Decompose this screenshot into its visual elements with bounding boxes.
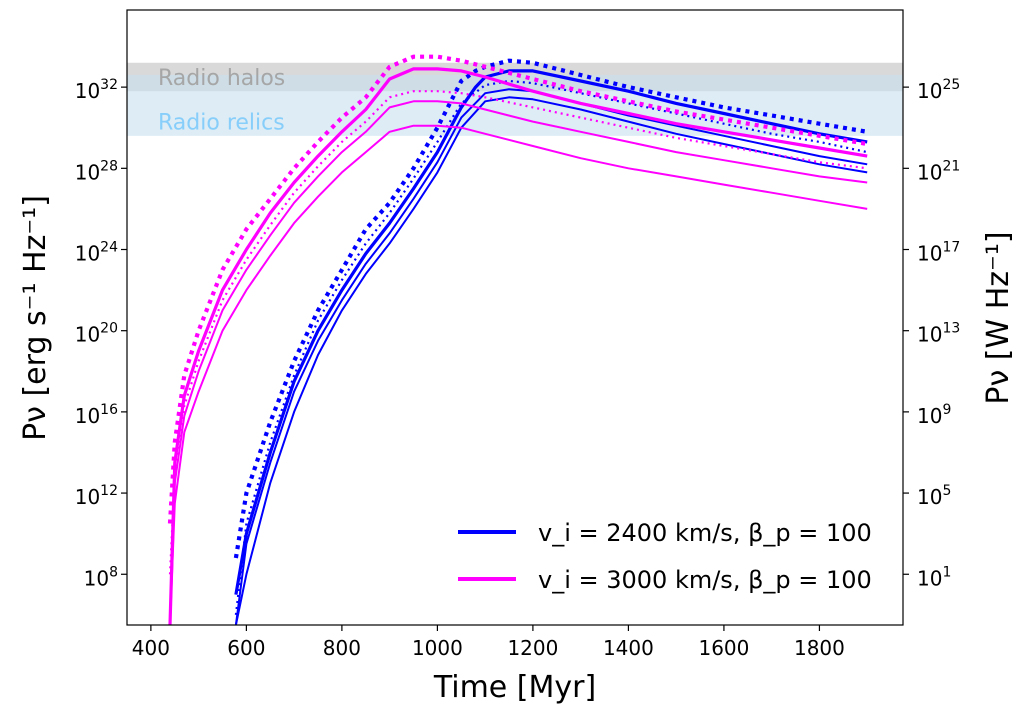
legend-label-2400: v_i = 2400 km/s, β_p = 100: [538, 519, 872, 547]
series-line-8: [169, 100, 868, 625]
y-right-tick-label-4: 1017: [917, 240, 960, 266]
x-tick-label-2: 800: [323, 636, 361, 660]
y-left-tick-label-0: 108: [84, 564, 118, 590]
x-tick-label-1: 600: [227, 636, 265, 660]
y-left-tick-label-4: 1024: [75, 240, 118, 266]
legend-label-3000: v_i = 3000 km/s, β_p = 100: [538, 566, 872, 594]
y-right-tick-label-6: 1025: [917, 77, 960, 103]
y-left-tick-label-6: 1032: [75, 77, 118, 103]
series-line-5: [167, 54, 868, 524]
band-label-0: Radio halos: [158, 66, 285, 91]
y-right-tick-label-1: 105: [917, 483, 951, 509]
series-layer: [167, 54, 868, 625]
y-right-tick-label-5: 1021: [917, 158, 960, 184]
x-axis-label: Time [Myr]: [433, 670, 596, 705]
y-axis-left-label: Pν [erg s⁻¹ Hz⁻¹]: [18, 195, 53, 441]
y-axis-left: 108 1012 1016 1020 1024 1028 1032: [75, 77, 127, 590]
x-tick-label-6: 1600: [698, 636, 749, 660]
band-labels-layer: Radio halos Radio relics: [158, 66, 285, 136]
x-tick-label-7: 1800: [794, 636, 845, 660]
x-tick-label-0: 400: [132, 636, 170, 660]
y-axis-right-label: Pν [W Hz⁻¹]: [981, 231, 1016, 404]
x-axis: 400 600 800 1000 1200 1400 1600 1800: [132, 625, 845, 660]
y-right-tick-label-2: 109: [917, 402, 951, 428]
x-tick-label-3: 1000: [412, 636, 463, 660]
y-axis-right: 101 105 109 1013 1017 1021 1025: [903, 77, 960, 590]
legend: v_i = 2400 km/s, β_p = 100 v_i = 3000 km…: [458, 519, 872, 594]
series-line-9: [169, 124, 868, 625]
y-right-tick-label-3: 1013: [917, 321, 960, 347]
y-left-tick-label-5: 1028: [75, 158, 118, 184]
x-tick-label-5: 1400: [603, 636, 654, 660]
series-line-3: [234, 88, 868, 625]
series-line-0: [233, 58, 868, 559]
series-line-7: [168, 90, 868, 575]
band-label-1: Radio relics: [158, 111, 285, 136]
y-left-tick-label-2: 1016: [75, 402, 118, 428]
y-left-tick-label-1: 1012: [75, 483, 118, 509]
y-right-tick-label-0: 101: [917, 564, 951, 590]
plot-frame: [126, 9, 904, 626]
y-left-tick-label-3: 1020: [75, 321, 118, 347]
x-tick-label-4: 1200: [507, 636, 558, 660]
series-line-6: [168, 67, 868, 625]
